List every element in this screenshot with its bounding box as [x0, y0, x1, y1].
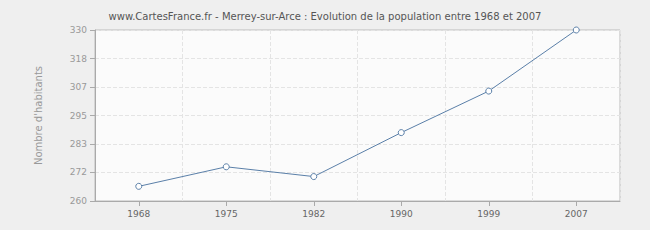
svg-text:1990: 1990 [390, 209, 413, 219]
svg-text:1975: 1975 [215, 209, 238, 219]
svg-text:1982: 1982 [302, 209, 325, 219]
svg-text:260: 260 [70, 196, 87, 206]
svg-text:307: 307 [70, 82, 87, 92]
svg-text:330: 330 [70, 25, 87, 35]
svg-text:272: 272 [70, 167, 87, 177]
svg-text:2007: 2007 [565, 209, 588, 219]
svg-text:283: 283 [70, 139, 87, 149]
svg-text:1968: 1968 [127, 209, 150, 219]
svg-text:Nombre d'habitants: Nombre d'habitants [33, 66, 44, 165]
svg-text:1999: 1999 [477, 209, 500, 219]
svg-text:295: 295 [70, 111, 87, 121]
svg-text:318: 318 [70, 54, 87, 64]
svg-text:www.CartesFrance.fr - Merrey-s: www.CartesFrance.fr - Merrey-sur-Arce : … [109, 11, 542, 22]
